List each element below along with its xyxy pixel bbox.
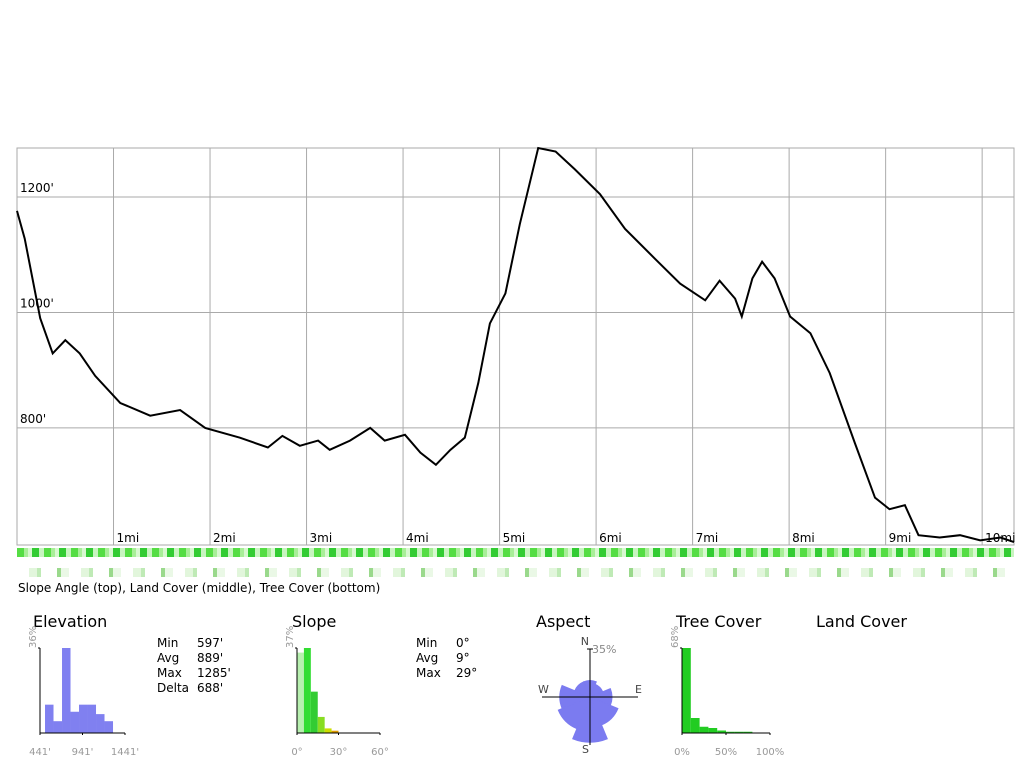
stat-value: 597' — [197, 636, 223, 650]
x-tick-label: 0° — [291, 747, 302, 758]
histogram-bar — [53, 721, 63, 733]
histogram-bar — [726, 731, 735, 733]
histogram-bar — [96, 714, 105, 733]
x-tick-label: 0% — [674, 747, 690, 758]
stat-value: 29° — [456, 666, 477, 680]
histogram-bar — [87, 704, 97, 733]
histogram-bar — [682, 648, 691, 733]
panel-title: Tree Cover — [675, 612, 762, 631]
x-tick-label: 9mi — [889, 531, 912, 545]
slope-strip — [17, 548, 1014, 557]
y-tick-label: 68% — [670, 626, 681, 648]
y-tick-label: 37% — [285, 626, 296, 648]
stat-label: Max — [416, 666, 441, 680]
direction-label: N — [581, 635, 589, 648]
panel-title: Land Cover — [816, 612, 907, 631]
x-tick-label: 50% — [715, 747, 737, 758]
stat-label: Delta — [157, 681, 189, 695]
x-tick-label: 5mi — [503, 531, 526, 545]
x-tick-label: 30° — [330, 747, 348, 758]
elevation-line — [16, 146, 1015, 544]
histogram-bar — [297, 652, 304, 733]
direction-label: W — [538, 683, 549, 696]
stat-value: 688' — [197, 681, 223, 695]
x-tick-label: 3mi — [310, 531, 333, 545]
y-tick-label: 36% — [28, 626, 39, 648]
histogram-bar — [79, 704, 88, 733]
rose-petal — [557, 696, 591, 730]
caption: Slope Angle (top), Land Cover (middle), … — [18, 581, 380, 595]
stat-label: Avg — [157, 651, 179, 665]
histogram-bar — [708, 728, 718, 733]
y-tick-label: 1200' — [20, 181, 54, 195]
x-tick-label: 1441' — [111, 747, 139, 758]
panel-title: Aspect — [536, 612, 590, 631]
plot-frame — [16, 147, 1015, 546]
stat-label: Avg — [416, 651, 438, 665]
x-tick-label: 100% — [756, 747, 785, 758]
stat-label: Min — [416, 636, 437, 650]
x-tick-label: 1mi — [117, 531, 140, 545]
tree-cover-strip — [17, 568, 1014, 577]
histogram-bar — [317, 716, 325, 733]
histogram-bar — [743, 731, 753, 733]
histogram-bar — [699, 726, 709, 733]
x-tick-label: 7mi — [696, 531, 719, 545]
histogram-bar — [310, 691, 318, 733]
stat-value: 0° — [456, 636, 470, 650]
x-tick-label: 941' — [72, 747, 94, 758]
direction-label: S — [582, 743, 589, 756]
histogram-bar — [303, 648, 311, 733]
histogram-bar — [734, 731, 744, 733]
x-tick-label: 8mi — [792, 531, 815, 545]
x-tick-label: 6mi — [599, 531, 622, 545]
histogram-bar — [70, 711, 80, 733]
stat-value: 1285' — [197, 666, 231, 680]
panel-title: Slope — [292, 612, 336, 631]
y-tick-label: 800' — [20, 412, 46, 426]
x-tick-label: 441' — [29, 747, 51, 758]
x-tick-label: 4mi — [406, 531, 429, 545]
stat-label: Max — [157, 666, 182, 680]
x-tick-label: 2mi — [213, 531, 236, 545]
r-tick-label: 35% — [592, 643, 616, 656]
stat-value: 889' — [197, 651, 223, 665]
direction-label: E — [635, 683, 642, 696]
x-tick-label: 60° — [371, 747, 389, 758]
stat-label: Min — [157, 636, 178, 650]
histogram-bar — [690, 718, 700, 733]
histogram-bar — [45, 704, 54, 733]
panel-title: Elevation — [33, 612, 107, 631]
histogram-bar — [717, 730, 726, 733]
histogram-bar — [331, 730, 339, 733]
histogram-bar — [62, 648, 71, 733]
histogram-bar — [104, 721, 114, 733]
histogram-bar — [324, 728, 332, 733]
rose-petal — [574, 681, 591, 698]
stat-value: 9° — [456, 651, 470, 665]
